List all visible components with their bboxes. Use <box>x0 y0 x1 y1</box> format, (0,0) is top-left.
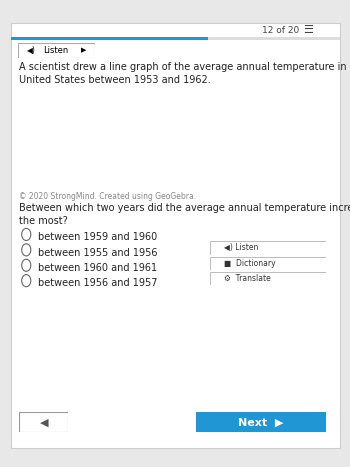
Text: between 1956 and 1957: between 1956 and 1957 <box>38 278 157 289</box>
Text: A scientist drew a line graph of the average annual temperature in the
United St: A scientist drew a line graph of the ave… <box>19 62 350 85</box>
Text: ◀): ◀) <box>27 46 36 55</box>
Text: ◀: ◀ <box>40 417 48 427</box>
Text: ■  Dictionary: ■ Dictionary <box>224 259 275 268</box>
Y-axis label: Temperature (Fahrenheit): Temperature (Fahrenheit) <box>22 72 30 187</box>
Text: between 1955 and 1956: between 1955 and 1956 <box>38 248 157 258</box>
Text: ⚙  Translate: ⚙ Translate <box>224 274 271 283</box>
Text: Next  ▶: Next ▶ <box>238 417 284 427</box>
Text: ☰: ☰ <box>303 25 313 35</box>
Text: 12 of 20: 12 of 20 <box>262 26 300 35</box>
Text: between 1959 and 1960: between 1959 and 1960 <box>38 232 157 242</box>
Text: © 2020 StrongMind. Created using GeoGebra.: © 2020 StrongMind. Created using GeoGebr… <box>19 192 196 201</box>
Text: ◀) Listen: ◀) Listen <box>224 243 258 253</box>
Text: between 1960 and 1961: between 1960 and 1961 <box>38 263 157 273</box>
Text: Between which two years did the average annual temperature increase
the most?: Between which two years did the average … <box>19 203 350 226</box>
Text: ▶: ▶ <box>81 47 86 53</box>
X-axis label: Year: Year <box>183 209 202 218</box>
Text: Listen: Listen <box>43 46 69 55</box>
